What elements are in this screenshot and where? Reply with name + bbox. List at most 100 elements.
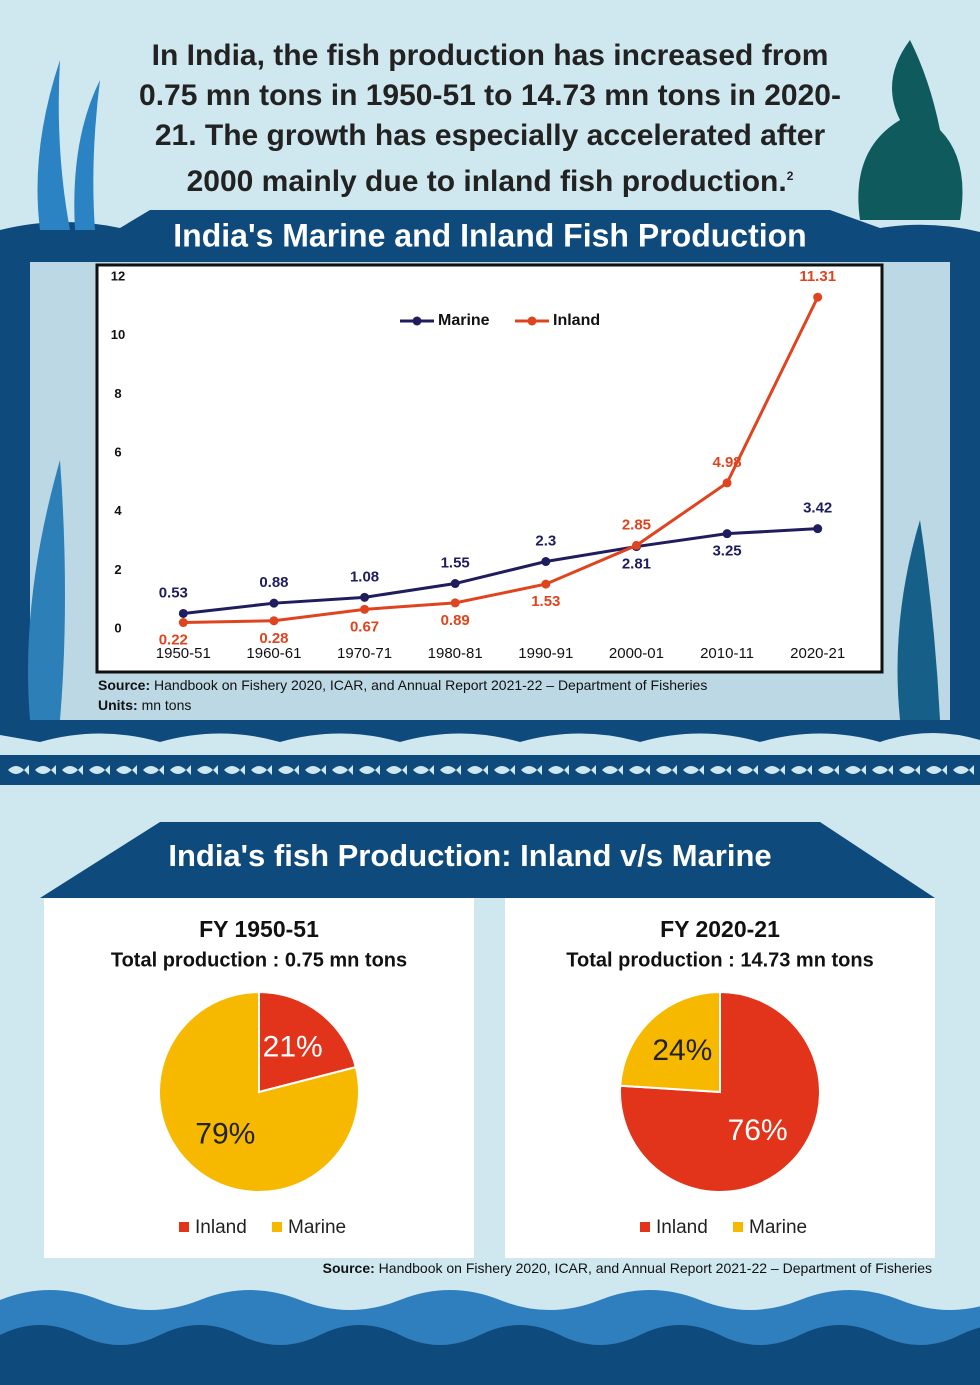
pie-title: FY 2020-21 <box>660 916 780 942</box>
fish-icon <box>305 765 326 775</box>
fish-icon <box>440 765 461 775</box>
source-label: Source: <box>323 1260 375 1276</box>
x-tick-label: 1990-91 <box>518 645 573 662</box>
source-text: Handbook on Fishery 2020, ICAR, and Annu… <box>154 677 707 693</box>
data-point <box>450 579 460 589</box>
seaweed <box>37 60 100 230</box>
data-label: 2.81 <box>622 556 651 573</box>
fish-icon <box>656 765 677 775</box>
legend-label: Inland <box>553 312 600 329</box>
fish-icon <box>575 765 596 775</box>
data-point <box>722 478 732 488</box>
data-label: 1.55 <box>441 555 470 572</box>
data-label: 1.08 <box>350 568 379 585</box>
legend-label: Marine <box>288 1217 346 1238</box>
chart-title: India's Marine and Inland Fish Productio… <box>173 217 806 253</box>
data-label: 2.85 <box>622 516 651 533</box>
fish-icon <box>89 765 110 775</box>
source-text: Handbook on Fishery 2020, ICAR, and Annu… <box>379 1260 932 1276</box>
units-note: Units: mn tons <box>98 697 191 713</box>
units-text: mn tons <box>142 697 192 713</box>
data-point <box>631 540 641 550</box>
slice-label: 24% <box>652 1034 712 1067</box>
legend-swatch <box>179 1222 189 1232</box>
x-tick-label: 2000-01 <box>609 645 664 662</box>
pie-subtitle: Total production : 0.75 mn tons <box>111 949 407 971</box>
fish-icon <box>413 765 434 775</box>
fish-icon <box>467 765 488 775</box>
fish-icon <box>8 765 29 775</box>
fish-icon <box>710 765 731 775</box>
fish-icon <box>62 765 83 775</box>
data-label: 0.89 <box>441 612 470 629</box>
pie-slice <box>258 990 358 1094</box>
data-point <box>269 616 279 626</box>
y-tick-label: 0 <box>114 620 121 635</box>
fish-icon <box>197 765 218 775</box>
data-label: 0.53 <box>159 584 188 601</box>
y-tick-label: 8 <box>114 386 121 401</box>
fish-icon <box>143 765 164 775</box>
data-label: 0.22 <box>159 632 188 649</box>
legend-label: Inland <box>656 1217 708 1238</box>
legend-marker <box>412 316 422 326</box>
y-tick-label: 4 <box>114 503 122 518</box>
pie-title: FY 1950-51 <box>199 916 319 942</box>
fish-icon <box>845 765 866 775</box>
source-note: Source: Handbook on Fishery 2020, ICAR, … <box>98 677 707 693</box>
pie-slice <box>619 990 721 1094</box>
fish-icon <box>926 765 947 775</box>
footnote-mark: 2 <box>786 169 794 183</box>
data-point <box>722 529 732 539</box>
x-tick-label: 1970-71 <box>337 645 392 662</box>
fish-icon <box>521 765 542 775</box>
data-point <box>269 598 279 608</box>
fish-icon <box>116 765 137 775</box>
series-line <box>183 296 820 625</box>
x-tick-label: 1980-81 <box>428 645 483 662</box>
x-tick-label: 1960-61 <box>246 645 301 662</box>
data-point <box>541 557 551 567</box>
slice-label: 76% <box>728 1114 788 1147</box>
data-label: 0.67 <box>350 618 379 635</box>
legend-marker <box>527 316 537 326</box>
fish-icon <box>278 765 299 775</box>
fish-icon <box>359 765 380 775</box>
data-label: 4.98 <box>712 454 741 471</box>
chart-panel <box>95 263 884 674</box>
fish-icon <box>224 765 245 775</box>
data-label: 11.31 <box>799 268 836 285</box>
source-note: Source: Handbook on Fishery 2020, ICAR, … <box>323 1260 932 1276</box>
fish-icon <box>602 765 623 775</box>
data-point <box>450 598 460 608</box>
data-label: 3.42 <box>803 500 832 517</box>
legend-label: Marine <box>438 312 490 329</box>
fish-icon <box>494 765 515 775</box>
source-label: Source: <box>98 677 150 693</box>
data-point <box>541 579 551 589</box>
x-tick-label: 1950-51 <box>156 645 211 662</box>
fish-icon <box>764 765 785 775</box>
data-point <box>360 592 370 602</box>
data-label: 3.25 <box>712 543 741 560</box>
data-point <box>813 524 823 534</box>
data-label: 0.28 <box>259 630 288 647</box>
fish-icon <box>251 765 272 775</box>
fish-icon <box>170 765 191 775</box>
x-tick-label: 2020-21 <box>790 645 845 662</box>
data-label: 0.88 <box>259 574 288 591</box>
legend-swatch <box>733 1222 743 1232</box>
pie-slice <box>158 990 360 1193</box>
section-banner <box>40 822 935 898</box>
fish-icon <box>737 765 758 775</box>
data-label: 1.53 <box>531 593 560 610</box>
bottom-waves-dark <box>0 1325 980 1385</box>
fish-icon <box>629 765 650 775</box>
headline: In India, the fish production has increa… <box>120 36 860 202</box>
y-tick-label: 6 <box>114 444 121 459</box>
units-label: Units: <box>98 697 138 713</box>
pie-subtitle: Total production : 14.73 mn tons <box>566 949 873 971</box>
slice-label: 79% <box>195 1117 255 1150</box>
slice-label: 21% <box>263 1030 323 1063</box>
